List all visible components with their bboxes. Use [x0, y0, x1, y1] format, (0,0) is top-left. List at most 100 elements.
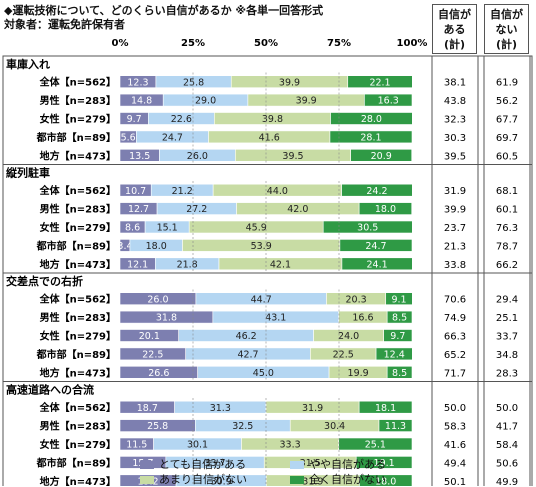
- legend-item: とても自信がある: [140, 456, 246, 472]
- data-label: 24.7: [365, 241, 386, 252]
- row-label: 全体【n=562】: [39, 401, 116, 414]
- data-label: 30.5: [357, 223, 378, 234]
- header-confident-line1: 自信が: [438, 8, 471, 21]
- summary-confident: 38.1: [444, 78, 466, 89]
- bar-segment: [383, 329, 413, 342]
- data-label: 19.9: [348, 368, 369, 379]
- data-label: 28.1: [360, 133, 381, 144]
- data-label: 33.3: [280, 440, 301, 451]
- data-label: 39.5: [282, 151, 303, 162]
- row-label: 地方【n=473】: [40, 258, 116, 271]
- data-label: 45.0: [253, 368, 274, 379]
- bar-segment: [341, 183, 413, 197]
- data-label: 46.2: [236, 331, 257, 342]
- legend-label: 全く自信がない: [309, 473, 386, 486]
- summary-not-confident: 56.2: [496, 96, 518, 107]
- summary-not-confident: 69.7: [496, 133, 518, 144]
- data-label: 15.1: [157, 223, 178, 234]
- bar-segment: [386, 365, 413, 379]
- summary-confident: 43.8: [444, 96, 466, 107]
- data-label: 21.8: [177, 259, 198, 270]
- data-label: 24.7: [162, 133, 183, 144]
- legend-label: とても自信がある: [159, 458, 247, 471]
- row-label: 男性【n=283】: [40, 311, 116, 324]
- x-tick-label: 75%: [327, 38, 351, 49]
- bar-segment: [386, 310, 413, 324]
- header-not-confident-line2: ない: [495, 23, 518, 36]
- data-label: 3.4: [117, 241, 132, 252]
- summary-confident: 41.6: [444, 440, 466, 451]
- data-label: 9.1: [391, 294, 406, 305]
- chart-title: ◆運転技術について、どのくらい自信があるか ※各単一回答形式: [4, 4, 324, 17]
- data-label: 21.2: [172, 186, 193, 197]
- data-label: 25.1: [365, 440, 386, 451]
- header-confident-line3: (計): [443, 38, 466, 51]
- x-tick-label: 100%: [397, 38, 428, 49]
- data-label: 25.8: [147, 421, 168, 432]
- data-label: 13.5: [129, 151, 150, 162]
- data-label: 26.6: [148, 368, 169, 379]
- data-label: 8.5: [392, 368, 407, 379]
- header-not-confident-line3: (計): [495, 38, 518, 51]
- legend-swatch: [140, 476, 154, 484]
- x-tick-label: 0%: [112, 38, 129, 49]
- row-label: 男性【n=283】: [40, 420, 116, 433]
- bar-segment: [378, 419, 413, 432]
- data-label: 18.1: [375, 403, 396, 414]
- bar-segment: [355, 456, 413, 469]
- data-label: 31.9: [302, 403, 323, 414]
- header-not-confident-line1: 自信が: [490, 8, 523, 21]
- row-label: 全体【n=562】: [39, 293, 116, 306]
- group-panel-border: [2, 272, 533, 382]
- data-label: 45.9: [246, 223, 267, 234]
- data-label: 31.3: [210, 403, 231, 414]
- bar-segment: [329, 130, 413, 144]
- row-label: 男性【n=283】: [40, 203, 116, 216]
- legend-swatch: [140, 461, 154, 469]
- summary-not-confident: 60.5: [496, 151, 518, 162]
- bar-segment: [330, 112, 413, 125]
- summary-not-confident: 78.7: [496, 241, 518, 252]
- group-title: 車庫入れ: [6, 57, 50, 71]
- row-label: 女性【n=279】: [40, 330, 116, 343]
- data-label: 53.9: [251, 241, 272, 252]
- data-label: 16.6: [352, 313, 373, 324]
- row-label: 都市部【n=89】: [36, 348, 116, 361]
- bar-segment: [350, 149, 413, 162]
- data-label: 18.7: [137, 403, 158, 414]
- group-panel-border: [2, 164, 533, 274]
- summary-confident: 23.7: [444, 223, 466, 234]
- summary-not-confident: 60.1: [496, 205, 518, 216]
- summary-not-confident: 25.1: [496, 313, 518, 324]
- data-label: 30.9: [211, 476, 232, 486]
- legend-item: あまり自信がない: [140, 471, 247, 487]
- data-label: 12.4: [384, 350, 405, 361]
- summary-confident: 49.4: [444, 458, 466, 469]
- data-label: 39.8: [262, 114, 283, 125]
- bar-segment: [385, 292, 413, 306]
- group-panel-border: [2, 55, 533, 165]
- bar-segment: [339, 239, 413, 252]
- summary-confident: 50.1: [444, 477, 466, 486]
- data-label: 11.5: [126, 440, 147, 451]
- chart-subtitle: 対象者：運転免許保有者: [4, 18, 125, 31]
- bar-segment: [358, 400, 413, 414]
- x-tick-label: 50%: [254, 38, 278, 49]
- row-label: 全体【n=562】: [39, 184, 116, 197]
- data-label: 8.5: [392, 313, 407, 324]
- data-label: 20.9: [371, 151, 392, 162]
- data-label: 9.7: [127, 114, 142, 125]
- data-label: 18.0: [375, 204, 396, 215]
- data-label: 12.3: [127, 77, 148, 88]
- bar-segment: [364, 93, 413, 107]
- data-label: 39.9: [279, 77, 300, 88]
- header-confident-line2: ある: [443, 23, 466, 36]
- data-label: 44.0: [267, 186, 288, 197]
- legend-label: あまり自信がない: [159, 473, 247, 486]
- summary-not-confident: 67.7: [496, 115, 518, 126]
- row-label: 都市部【n=89】: [36, 239, 116, 252]
- summary-confident: 50.0: [444, 403, 466, 414]
- x-tick-label: 25%: [181, 38, 205, 49]
- data-label: 16.3: [378, 96, 399, 107]
- summary-confident: 33.8: [444, 260, 466, 271]
